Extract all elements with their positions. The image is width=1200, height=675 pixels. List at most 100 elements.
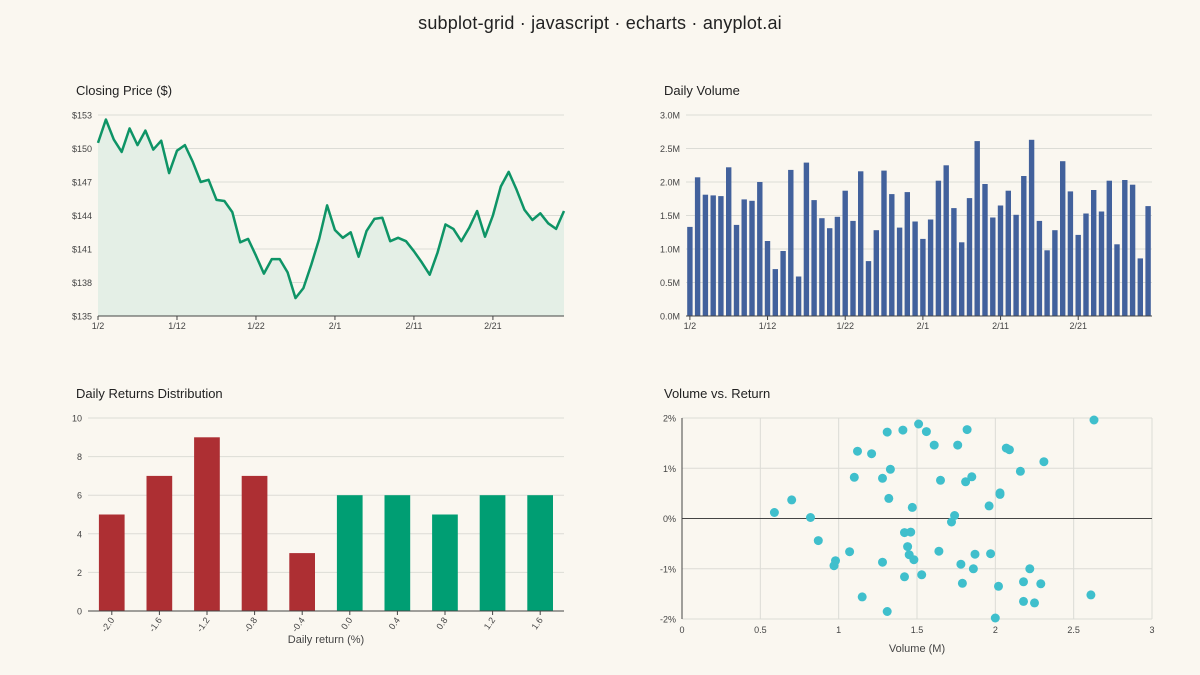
- y-tick-label: $144: [72, 211, 92, 221]
- volume-bar: [982, 184, 988, 316]
- volume-bar: [718, 196, 724, 316]
- scatter-point: [950, 511, 960, 520]
- scatter-point: [907, 502, 917, 512]
- x-tick-label: 2/21: [484, 321, 502, 331]
- scatter-point: [1004, 445, 1014, 455]
- scatter-point: [957, 578, 967, 588]
- x-tick-label: 1.5: [911, 625, 924, 635]
- figure-title: subplot-grid · javascript · echarts · an…: [418, 13, 782, 33]
- x-tick-label: 1.2: [482, 615, 497, 631]
- panel-title: Daily Volume: [664, 83, 740, 98]
- scatter-point: [900, 572, 909, 582]
- y-tick-label: 0%: [663, 514, 676, 524]
- volume-bar: [1028, 139, 1035, 316]
- scatter-point: [806, 513, 815, 522]
- y-tick-label: 2%: [663, 414, 676, 424]
- x-axis-label: Volume (M): [889, 643, 945, 655]
- scatter-point: [787, 495, 797, 505]
- scatter-point: [1015, 466, 1025, 476]
- volume-bar: [772, 269, 778, 316]
- volume-bar: [951, 208, 957, 316]
- volume-bar: [819, 218, 825, 316]
- x-tick-label: 0.0: [339, 615, 354, 631]
- scatter-point: [986, 549, 996, 559]
- volume-bar: [1145, 206, 1151, 316]
- histogram-bar: [194, 437, 220, 611]
- histogram-bar: [432, 514, 458, 611]
- x-tick-label: 2/1: [917, 321, 930, 331]
- closing-price-panel: Closing Price ($) $135 $138 $141 $144 $147 $1…: [72, 83, 566, 331]
- y-tick-label: 2: [77, 568, 82, 578]
- daily-volume-panel: Daily Volume 0.0M 0.5M 1.0M 1.5M 2.0M 2.5M 3.0…: [660, 83, 1152, 331]
- scatter-point: [831, 556, 840, 566]
- scatter-point: [1019, 596, 1028, 606]
- volume-bar: [1075, 234, 1081, 316]
- volume-bar: [873, 230, 879, 316]
- volume-bar: [904, 192, 910, 316]
- x-tick-label: 2/21: [1069, 321, 1087, 331]
- price-line: [96, 118, 566, 300]
- scatter-point: [898, 425, 908, 435]
- scatter-point: [853, 446, 862, 456]
- scatter-point: [1030, 598, 1039, 608]
- volume-bar: [1013, 214, 1019, 316]
- x-tick-label: 1.6: [529, 615, 544, 631]
- x-tick-label: 2: [993, 625, 998, 635]
- volume-bar: [1114, 244, 1120, 316]
- volume-bar: [959, 242, 965, 316]
- scatter-point: [903, 542, 913, 552]
- x-tick-label: -0.8: [242, 615, 259, 633]
- y-tick-label: $147: [72, 178, 92, 188]
- y-tick-label: $150: [72, 144, 92, 154]
- volume-bar: [710, 195, 716, 316]
- volume-vs-return-panel: Volume vs. Return Volume (M) 0 0.5 1 1.5 2 2.…: [660, 386, 1155, 655]
- x-tick-label: 0: [679, 625, 684, 635]
- y-tick-label: -2%: [660, 615, 676, 625]
- panel-title: Volume vs. Return: [664, 386, 770, 401]
- scatter-point: [849, 472, 859, 482]
- x-tick-label: 3: [1149, 625, 1154, 635]
- scatter-point: [1089, 415, 1099, 425]
- volume-bar: [795, 276, 802, 316]
- x-tick-label: 1/22: [247, 321, 265, 331]
- y-tick-label: 2.5M: [660, 144, 680, 154]
- y-tick-label: 8: [77, 452, 82, 462]
- x-tick-label: 1/2: [684, 321, 697, 331]
- scatter-point: [885, 464, 895, 474]
- y-tick-label: $135: [72, 312, 92, 322]
- volume-bar: [1091, 190, 1097, 316]
- scatter-point: [921, 427, 931, 437]
- volume-bar: [1067, 191, 1074, 316]
- panel-title: Daily Returns Distribution: [76, 386, 223, 401]
- volume-bar: [990, 217, 996, 316]
- volume-bar: [1036, 220, 1043, 316]
- y-tick-label: -1%: [660, 564, 676, 574]
- y-tick-label: 1.0M: [660, 245, 680, 255]
- y-tick-label: 6: [77, 491, 82, 501]
- volume-bar: [912, 221, 918, 316]
- y-tick-label: 0.5M: [660, 278, 680, 288]
- y-tick-label: 1%: [663, 464, 676, 474]
- scatter-point: [962, 425, 972, 435]
- scatter-point: [906, 527, 916, 537]
- scatter-point: [882, 607, 892, 616]
- volume-bar: [858, 171, 864, 316]
- volume-bar: [757, 182, 763, 316]
- volume-bar: [1137, 258, 1143, 316]
- x-tick-label: 1/12: [168, 321, 186, 331]
- histogram-bar: [527, 495, 553, 611]
- volume-bar: [694, 177, 701, 316]
- scatter-point: [917, 570, 927, 580]
- y-tick-label: 1.5M: [660, 211, 680, 221]
- scatter-point: [845, 547, 855, 557]
- volume-bar: [865, 261, 872, 316]
- scatter-point: [867, 449, 877, 459]
- volume-bar: [927, 219, 934, 316]
- volume-bar: [1129, 184, 1136, 316]
- volume-bar: [1044, 250, 1050, 316]
- scatter-point: [878, 473, 887, 483]
- scatter-point: [1039, 457, 1049, 467]
- volume-bar: [827, 228, 833, 316]
- scatter-point: [956, 559, 966, 569]
